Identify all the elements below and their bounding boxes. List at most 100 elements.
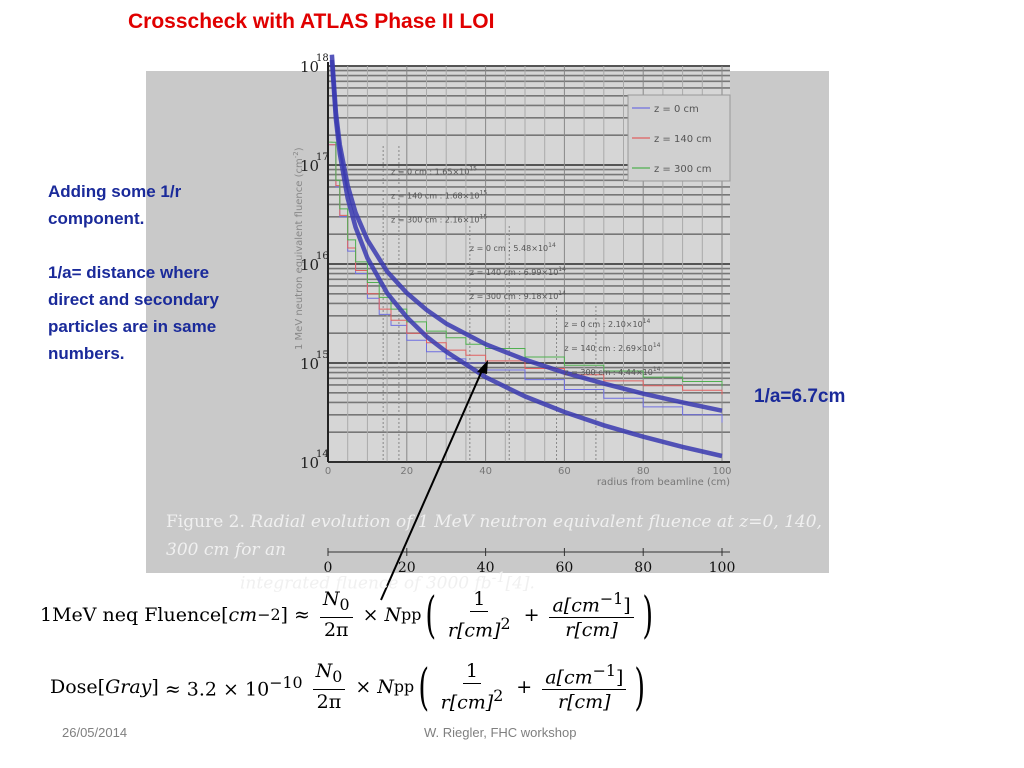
dose-two-pi: 2π: [316, 691, 342, 714]
x-tick-label: 80: [634, 560, 652, 576]
dose-one: 1: [462, 660, 482, 684]
slide-title: Crosscheck with ATLAS Phase II LOI: [128, 10, 495, 33]
x-tick-label: 20: [398, 560, 416, 576]
y-tick-exp: 17: [316, 152, 329, 163]
annotation-text: z = 300 cm : 9.18×1014: [470, 290, 566, 301]
dose-left-paren: (: [418, 657, 430, 716]
one: 1: [470, 588, 489, 612]
y-tick-exp: 16: [316, 251, 329, 262]
x-tick-label-inner: 100: [712, 466, 731, 477]
dose-plus-sign: +: [516, 675, 533, 698]
fluence-unit: cm: [228, 603, 258, 626]
dose-npp-sub: pp: [393, 677, 415, 697]
annotation-text: z = 140 cm : 1.68×1015: [391, 190, 487, 201]
dose-n0-sub: 0: [332, 667, 343, 687]
dose-coeff-exp: −10: [269, 673, 303, 692]
caption-line-2: integrated fluence of 3000 fb-1[4].: [166, 564, 826, 598]
dose-a-num-exp: −1: [592, 661, 616, 680]
y-tick-label: 10: [300, 157, 319, 175]
dose-a-over-r: a[cm−1] r[cm]: [542, 660, 627, 714]
a-num-exp: −1: [599, 589, 624, 608]
figure-caption: Figure 2. Radial evolution of 1 MeV neut…: [166, 508, 826, 598]
dose-r-sq-exp: 2: [493, 686, 504, 705]
caption-prefix: Figure 2.: [166, 512, 245, 532]
dose-coeff: ≈ 3.2 × 10−10: [165, 673, 303, 700]
side-note-line-1: Adding some 1/r component.: [48, 182, 182, 228]
y-tick-label: 10: [300, 256, 319, 274]
annotation-text: z = 300 cm : 4.44×1014: [564, 366, 660, 377]
annotation-exp: 14: [548, 242, 556, 249]
pointer-arrow-line: [380, 365, 485, 601]
dose-right-paren: ): [634, 657, 646, 716]
annotation-exp: 14: [643, 318, 651, 325]
y-tick-exp: 14: [316, 449, 329, 460]
x-axis-label: radius from beamline (cm): [597, 477, 730, 488]
dose-npp-symbol: N: [377, 675, 394, 698]
r-den: r[cm]: [565, 619, 618, 642]
plus-sign: +: [523, 603, 540, 626]
annotation-text: z = 140 cm : 6.99×1014: [470, 266, 566, 277]
two-pi: 2π: [323, 619, 349, 642]
dose-times-sign: ×: [355, 675, 372, 698]
annotation-text: z = 0 cm : 5.48×1014: [470, 242, 556, 253]
r-sq-den: r[cm]: [447, 619, 501, 642]
series-line-fit: [329, 54, 723, 413]
caption-text-2: integrated fluence of 3000 fb: [240, 573, 492, 594]
npp-symbol: N: [384, 603, 402, 626]
x-tick-label: 0: [324, 560, 333, 576]
a-over-r: a[cm−1] r[cm]: [549, 588, 634, 642]
annotation-exp: 14: [653, 366, 661, 373]
annotation-text: z = 0 cm : 1.65×1015: [391, 166, 477, 177]
y-axis-label-exp: -2: [292, 151, 300, 158]
x-tick-label: 40: [477, 560, 495, 576]
dose-r-den: r[cm]: [558, 691, 611, 714]
n0-sub: 0: [339, 595, 350, 615]
n0-over-2pi: N0 2π: [319, 588, 353, 642]
right-paren: ): [642, 585, 653, 644]
npp-sub: pp: [401, 605, 422, 625]
footer-date: 26/05/2014: [62, 725, 128, 740]
dose-a-num: a[cm: [545, 666, 593, 689]
dose-coeff-text: ≈ 3.2 × 10: [164, 678, 270, 701]
pointer-arrow-head: [477, 360, 488, 374]
side-note: Adding some 1/r component. 1/a= distance…: [48, 178, 248, 394]
fluence-unit-exp: −2: [257, 605, 281, 625]
r-sq-exp: 2: [500, 614, 511, 633]
n0-symbol: N: [322, 588, 340, 611]
y-tick-label: 10: [300, 454, 319, 472]
x-tick-label-inner: 40: [479, 466, 492, 477]
dose-n0-over-2pi: N0 2π: [312, 660, 346, 714]
legend-entry: z = 0 cm: [654, 104, 699, 115]
left-paren: (: [425, 585, 437, 644]
inverse-r-squared: 1 r[cm]2: [445, 588, 514, 641]
caption-ref: [4].: [505, 573, 535, 594]
caption-sup: -1: [491, 570, 506, 586]
annotation-exp: 15: [480, 214, 488, 221]
y-tick-exp: 18: [316, 53, 329, 64]
y-axis-label: 1 MeV neutron equivalent fluence (cm-2): [292, 147, 305, 350]
a-num: a[cm: [552, 594, 600, 617]
y-tick-exp: 15: [316, 350, 329, 361]
times-sign: ×: [362, 603, 379, 626]
y-tick-label: 10: [300, 58, 319, 76]
y-tick-label: 10: [300, 355, 319, 373]
side-note-line-2: 1/a= distance where direct and secondary…: [48, 263, 220, 363]
annotation-exp: 14: [558, 290, 566, 297]
y-axis-label-close: ): [294, 147, 305, 151]
series-line: [329, 144, 723, 395]
annotation-text: z = 300 cm : 2.16×1015: [391, 214, 487, 225]
dose-n0-symbol: N: [315, 660, 333, 683]
x-tick-label: 100: [709, 560, 736, 576]
x-tick-label-inner: 60: [558, 466, 571, 477]
dose-inverse-r-squared: 1 r[cm]2: [438, 660, 507, 713]
legend-entry: z = 140 cm: [654, 134, 712, 145]
annotation-text: z = 0 cm : 2.10×1014: [564, 318, 650, 329]
dose-r-sq-den: r[cm]: [440, 691, 494, 714]
approx-sign: ≈: [293, 603, 310, 626]
series-line: [329, 141, 723, 387]
x-tick-label-inner: 20: [400, 466, 413, 477]
caption-text-1: Radial evolution of 1 MeV neutron equiva…: [166, 512, 822, 560]
dose-unit: Gray: [105, 675, 152, 698]
